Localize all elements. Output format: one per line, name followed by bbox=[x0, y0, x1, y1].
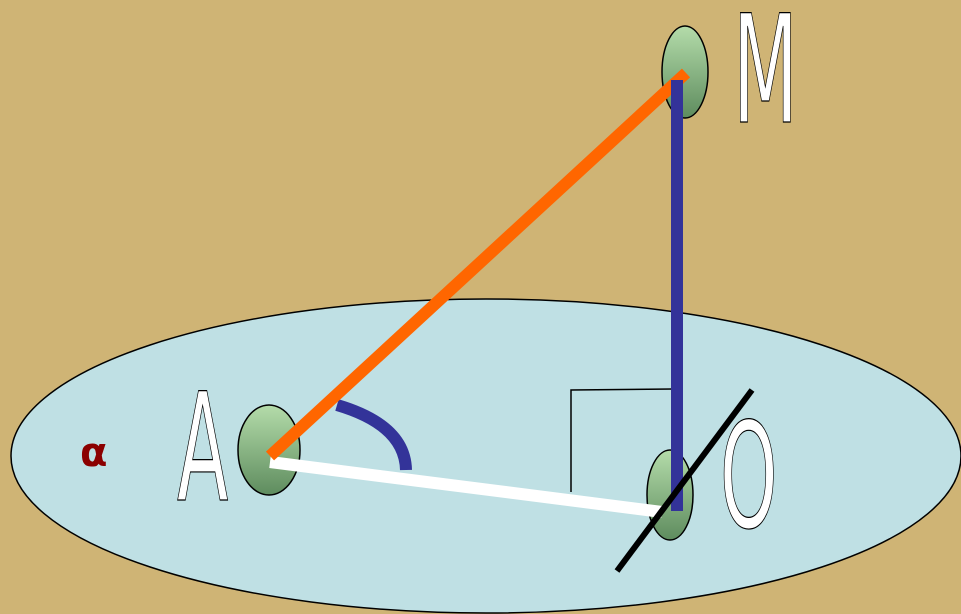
label-o: O bbox=[720, 393, 777, 562]
label-plane: α bbox=[80, 430, 107, 476]
angle-arc bbox=[335, 399, 412, 471]
label-m: M bbox=[733, 0, 798, 157]
line-in-plane bbox=[614, 388, 755, 573]
segment-am bbox=[265, 68, 691, 461]
segment-ao bbox=[269, 456, 663, 518]
plane bbox=[10, 298, 961, 614]
right-angle-mark bbox=[570, 388, 674, 492]
label-a: A bbox=[177, 361, 228, 536]
